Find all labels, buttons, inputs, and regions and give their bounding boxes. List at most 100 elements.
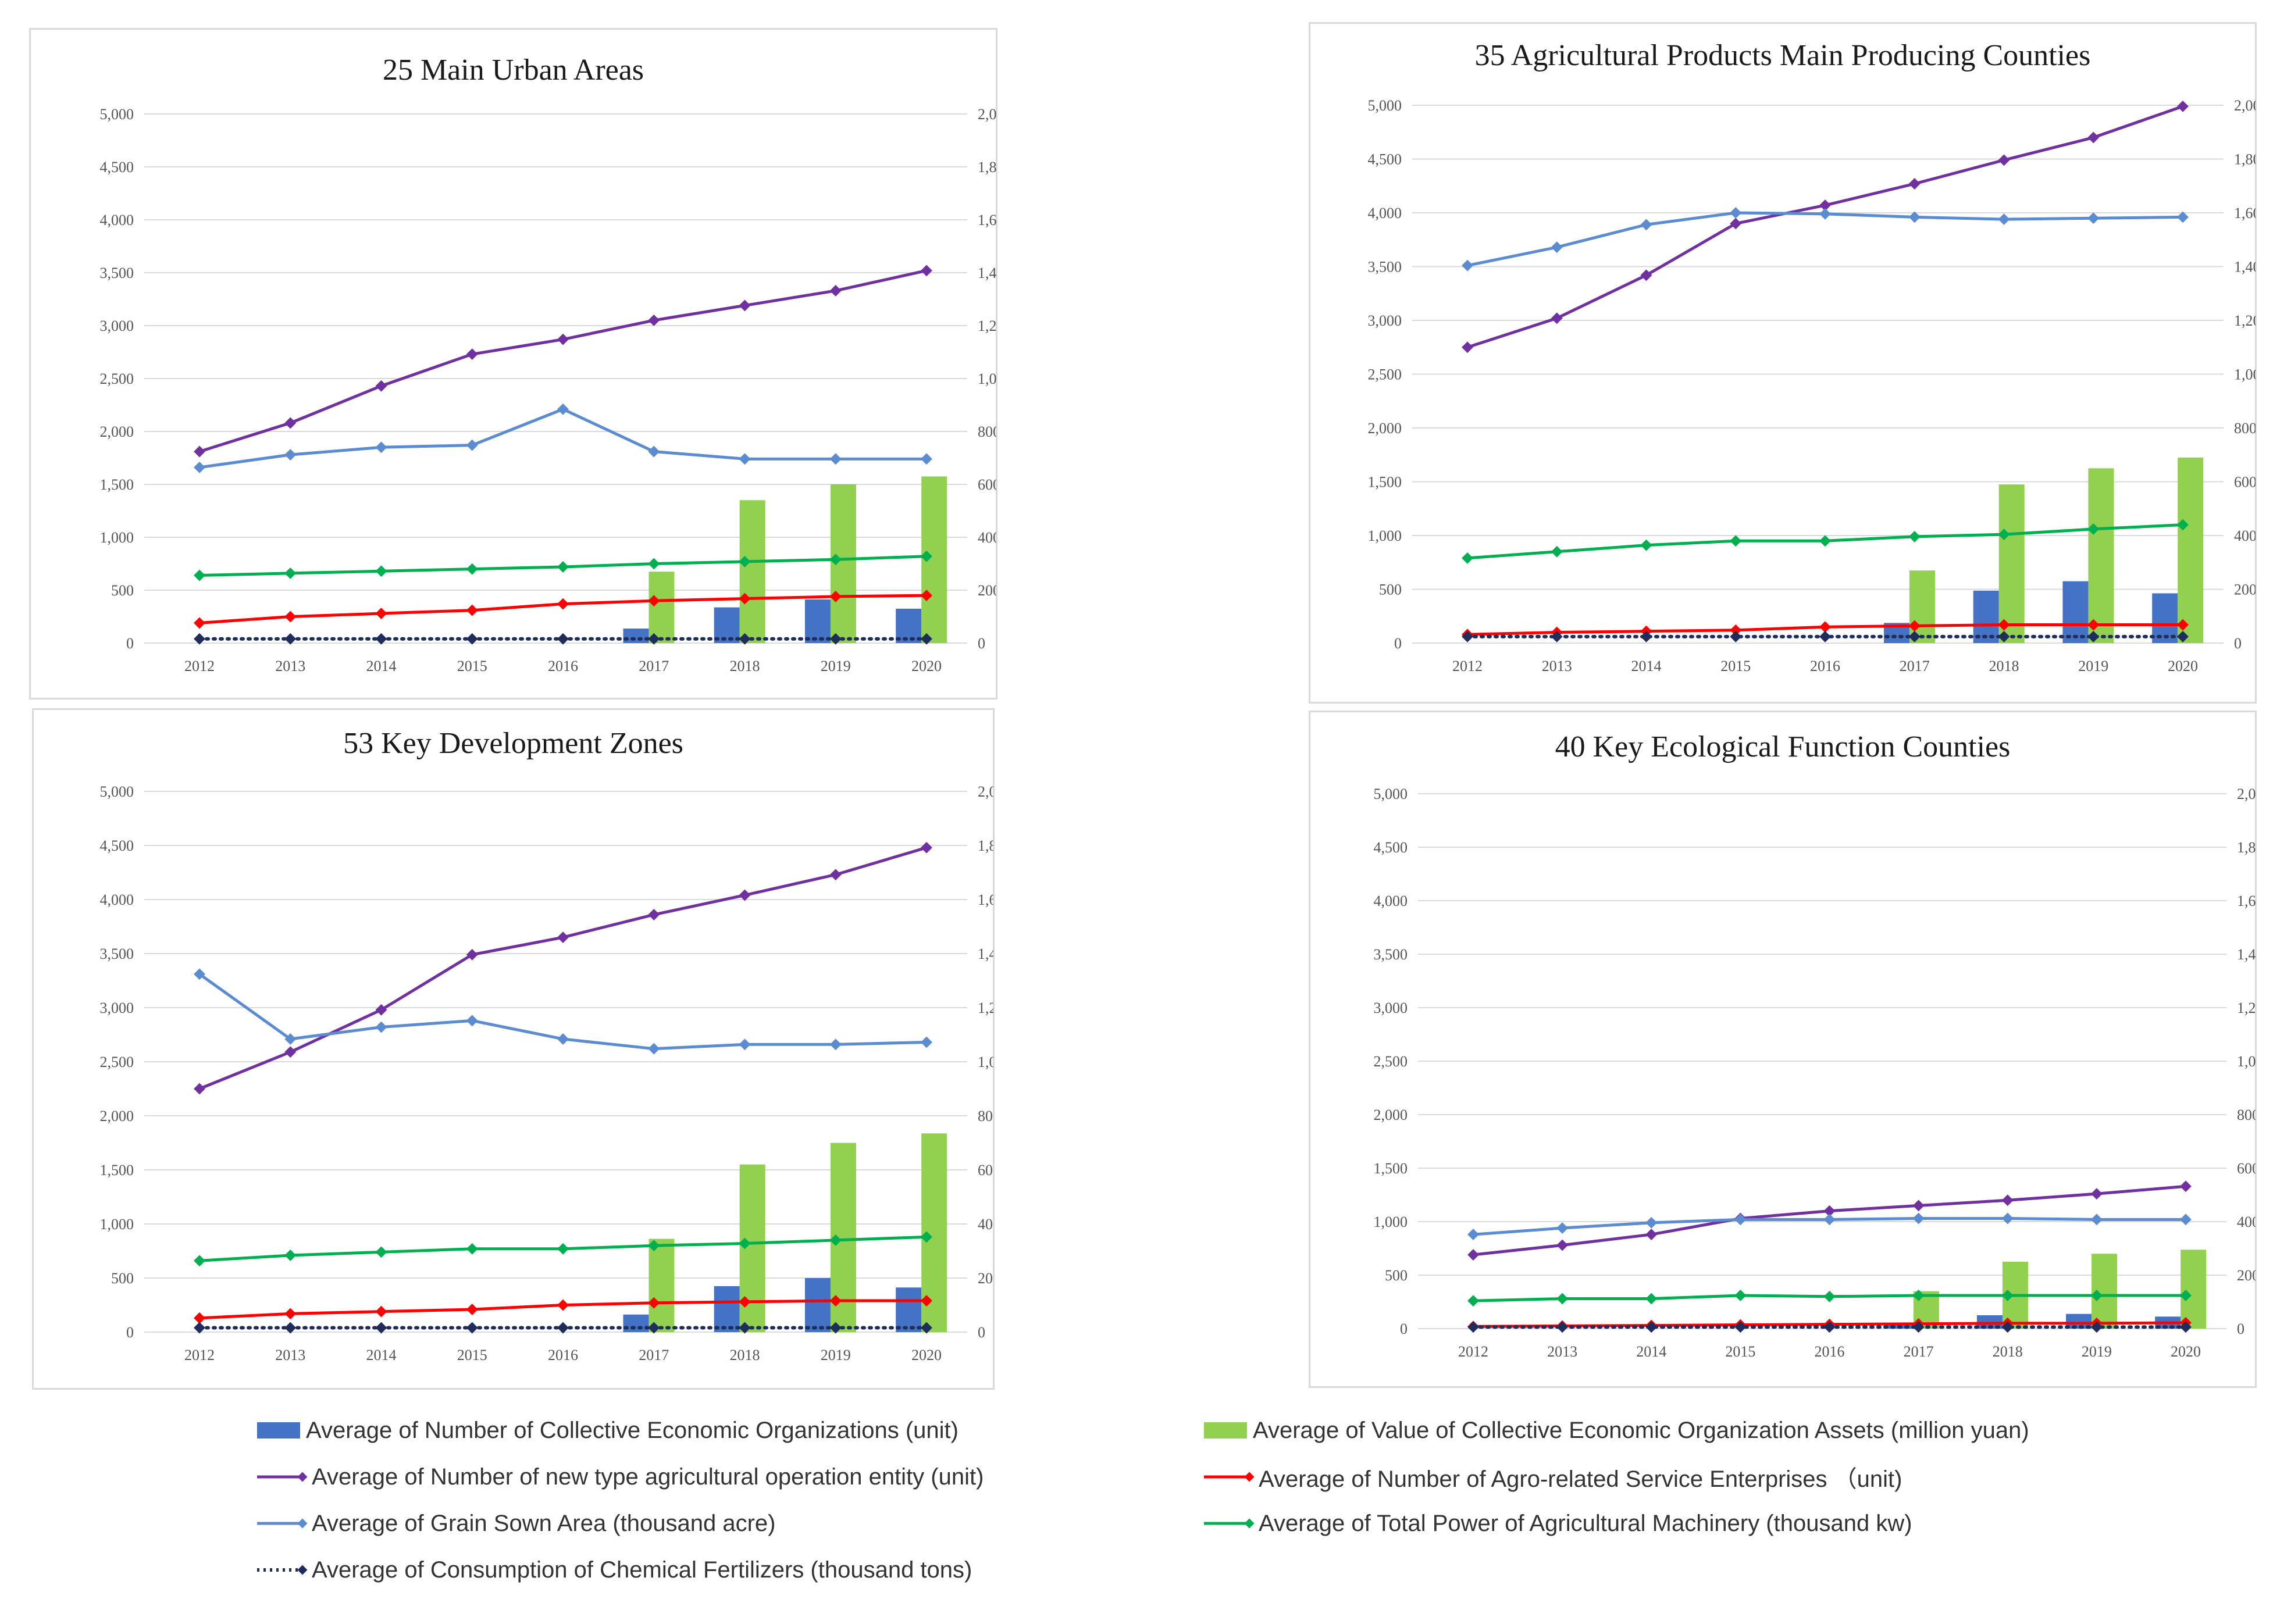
y-tick-label-left: 2,500 — [1368, 366, 1402, 383]
x-tick-label: 2015 — [457, 1347, 487, 1364]
y-tick-label-left: 4,000 — [1368, 205, 1402, 222]
legend-swatch — [1204, 1518, 1255, 1529]
bar-collective_orgs — [1973, 590, 1999, 643]
y-tick-label-right: 1,800 — [978, 837, 993, 854]
legend-label: Average of Number of new type agricultur… — [312, 1464, 984, 1490]
y-tick-label-left: 4,500 — [1368, 151, 1402, 168]
y-tick-label-left: 3,500 — [100, 265, 134, 281]
y-tick-label-left: 1,500 — [100, 1162, 134, 1179]
line-new_entity — [199, 846, 927, 1090]
point-machinery — [1998, 529, 2010, 541]
y-tick-label-right: 1,400 — [2234, 259, 2256, 276]
point-agro_service — [375, 608, 387, 619]
point-grain_area — [1730, 207, 1742, 219]
y-tick-label-right: 1,600 — [978, 891, 993, 908]
point-new_entity — [375, 380, 387, 392]
point-grain_area — [284, 449, 297, 461]
point-fertilizers — [2180, 1321, 2192, 1333]
line-grain_area — [1467, 211, 2183, 267]
point-agro_service — [557, 598, 569, 610]
point-machinery — [1467, 1295, 1479, 1307]
bar-assets — [2088, 468, 2114, 643]
point-new_entity — [1912, 1200, 1925, 1212]
legend-item: Average of Number of new type agricultur… — [256, 1457, 984, 1497]
legend-label: Average of Value of Collective Economic … — [1253, 1417, 2029, 1443]
point-fertilizers — [284, 1322, 297, 1334]
y-tick-label-left: 4,000 — [100, 891, 134, 908]
point-fertilizers — [1556, 1321, 1569, 1333]
point-fertilizers — [1730, 631, 1742, 643]
point-new_entity — [194, 1083, 205, 1095]
y-tick-label-right: 2,000 — [978, 783, 993, 800]
y-tick-label-right: 1,000 — [2234, 366, 2256, 383]
x-tick-label: 2015 — [1725, 1343, 1755, 1360]
x-tick-label: 2019 — [821, 658, 851, 674]
point-agro_service — [2177, 619, 2189, 631]
legend-item: Average of Consumption of Chemical Ferti… — [256, 1550, 972, 1590]
point-agro_service — [375, 1305, 387, 1318]
point-agro_service — [284, 1308, 297, 1320]
point-machinery — [648, 558, 660, 570]
bar-collective_orgs — [714, 607, 740, 643]
x-tick-label: 2020 — [2171, 1343, 2201, 1360]
point-agro_service — [921, 590, 932, 601]
point-fertilizers — [2177, 631, 2189, 643]
point-agro_service — [648, 595, 660, 607]
point-machinery — [2090, 1290, 2103, 1301]
point-machinery — [648, 1240, 660, 1252]
y-tick-label-right: 1,400 — [978, 265, 996, 281]
point-fertilizers — [1462, 631, 1473, 643]
point-fertilizers — [921, 633, 932, 645]
point-grain_area — [1912, 1212, 1925, 1225]
point-agro_service — [739, 593, 751, 605]
point-new_entity — [1908, 178, 1921, 190]
y-tick-label-right: 400 — [978, 1216, 993, 1233]
point-grain_area — [1998, 213, 2010, 225]
bar-collective_orgs — [714, 1286, 740, 1332]
point-new_entity — [739, 889, 751, 901]
y-tick-label-left: 4,500 — [1374, 839, 1408, 856]
point-new_entity — [194, 445, 205, 458]
point-machinery — [2177, 519, 2189, 531]
point-new_entity — [921, 265, 932, 277]
line-grain_area — [199, 408, 927, 469]
bar-assets — [2178, 457, 2204, 643]
point-machinery — [1730, 535, 1742, 547]
x-tick-label: 2014 — [366, 658, 397, 674]
point-fertilizers — [557, 633, 569, 645]
bar-assets — [1909, 570, 1935, 643]
y-tick-label-right: 2,000 — [2234, 97, 2256, 114]
y-tick-label-right: 600 — [978, 476, 996, 493]
bar-collective_orgs — [2062, 581, 2089, 643]
x-tick-label: 2017 — [1904, 1343, 1934, 1360]
point-grain_area — [1551, 241, 1563, 254]
point-grain_area — [1556, 1222, 1569, 1234]
point-grain_area — [2090, 1213, 2103, 1226]
y-tick-label-left: 1,000 — [1368, 527, 1402, 544]
point-new_entity — [2087, 131, 2100, 144]
point-grain_area — [375, 1021, 387, 1033]
point-fertilizers — [466, 633, 478, 645]
y-tick-label-right: 200 — [978, 1270, 993, 1287]
x-tick-label: 2018 — [1989, 658, 2019, 674]
point-agro_service — [739, 1296, 751, 1308]
point-fertilizers — [921, 1322, 932, 1334]
point-fertilizers — [375, 633, 387, 645]
y-tick-label-right: 1,000 — [978, 1054, 993, 1070]
y-tick-label-left: 500 — [1379, 581, 1402, 598]
x-tick-label: 2015 — [457, 658, 487, 674]
y-tick-label-right: 2,000 — [978, 106, 996, 123]
point-fertilizers — [2087, 631, 2100, 643]
y-tick-label-right: 1,400 — [2237, 946, 2256, 963]
point-new_entity — [648, 315, 660, 326]
y-tick-label-right: 600 — [2237, 1160, 2256, 1177]
point-agro_service — [1908, 620, 1921, 632]
chart-title: 25 Main Urban Areas — [382, 53, 644, 87]
point-agro_service — [1730, 624, 1742, 636]
x-tick-label: 2020 — [911, 1347, 942, 1364]
point-grain_area — [921, 1036, 932, 1048]
point-agro_service — [194, 617, 205, 629]
y-tick-label-left: 2,500 — [100, 1054, 134, 1070]
y-tick-label-left: 3,000 — [100, 317, 134, 334]
point-fertilizers — [194, 1322, 205, 1334]
